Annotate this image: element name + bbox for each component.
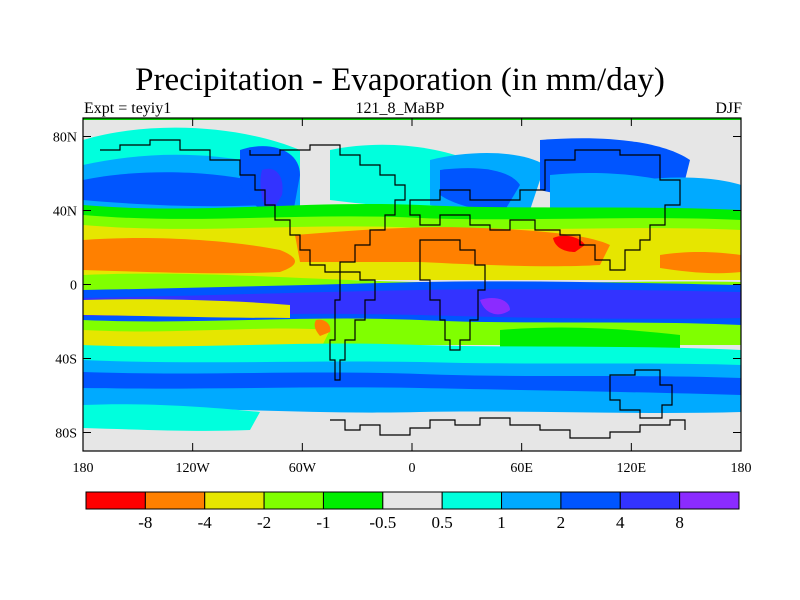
field-natl-africa-orange bbox=[295, 227, 610, 267]
coastline-eurasia bbox=[409, 149, 681, 271]
field-npacific-orange bbox=[83, 238, 295, 274]
colorbar-label: -2 bbox=[257, 513, 271, 532]
x-tick-label: 180 bbox=[73, 461, 94, 476]
field-arabia-red bbox=[553, 235, 585, 252]
x-tick-label: 60W bbox=[289, 461, 317, 476]
colorbar-swatch bbox=[501, 491, 562, 510]
plot-title: Precipitation - Evaporation (in mm/day) bbox=[135, 62, 665, 98]
map-field bbox=[83, 118, 741, 451]
coastline-south-america bbox=[329, 271, 376, 381]
field-npacific-darkblue bbox=[83, 172, 270, 207]
coastline-australia bbox=[609, 369, 673, 419]
colorbar-swatch bbox=[144, 491, 206, 510]
colorbar-swatch bbox=[263, 491, 324, 510]
y-tick-label: 80S bbox=[55, 427, 77, 442]
colorbar-swatch bbox=[560, 491, 621, 510]
colorbar-swatch bbox=[85, 491, 146, 510]
coastline-africa bbox=[419, 239, 486, 351]
colorbar-label: -0.5 bbox=[369, 513, 396, 532]
colorbar-label: 8 bbox=[675, 513, 684, 532]
x-tick-label: 180 bbox=[731, 461, 752, 476]
colorbar-swatch bbox=[441, 491, 503, 510]
colorbar-swatch bbox=[619, 491, 681, 510]
colorbar-label: 0.5 bbox=[432, 513, 453, 532]
field-southern-darkblue bbox=[83, 372, 741, 395]
coastline-antarctica bbox=[330, 417, 686, 439]
colorbar-label: 2 bbox=[557, 513, 566, 532]
field-natlantic-violet bbox=[260, 168, 283, 215]
experiment-label: Expt = teyiy1 bbox=[84, 100, 172, 117]
colorbar-swatch bbox=[322, 491, 384, 510]
colorbar-label: 1 bbox=[497, 513, 506, 532]
x-tick-label: 60E bbox=[510, 461, 533, 476]
colorbar-swatch bbox=[382, 491, 443, 510]
colorbar-swatch bbox=[204, 491, 265, 510]
field-indian-purple bbox=[480, 298, 510, 315]
y-tick-label: 40N bbox=[53, 205, 77, 220]
axis-ticks: 180 120W 60W 0 60E 120E 180 80N 40N 0 40S 80S bbox=[53, 118, 752, 476]
y-tick-label: 80N bbox=[53, 131, 77, 146]
field-antarctic-cyan bbox=[83, 404, 260, 431]
colorbar: -8 -4 -2 -1 -0.5 0.5 1 2 4 8 bbox=[85, 491, 740, 532]
season-label: DJF bbox=[715, 100, 742, 117]
colorbar-label: -8 bbox=[138, 513, 152, 532]
colorbar-label: -1 bbox=[316, 513, 330, 532]
y-tick-label: 40S bbox=[55, 353, 77, 368]
period-label: 121_8_MaBP bbox=[355, 100, 445, 117]
x-tick-label: 120W bbox=[176, 461, 211, 476]
colorbar-label: 4 bbox=[616, 513, 625, 532]
coastlines bbox=[100, 139, 686, 439]
field-epacific-yellow bbox=[83, 299, 290, 318]
colorbar-label: -4 bbox=[198, 513, 213, 532]
x-tick-label: 120E bbox=[617, 461, 647, 476]
x-tick-label: 0 bbox=[409, 461, 416, 476]
field-wpacific-orange bbox=[660, 251, 741, 274]
y-tick-label: 0 bbox=[70, 279, 77, 294]
field-spacific-orange bbox=[314, 319, 331, 336]
colorbar-swatch bbox=[679, 491, 740, 510]
